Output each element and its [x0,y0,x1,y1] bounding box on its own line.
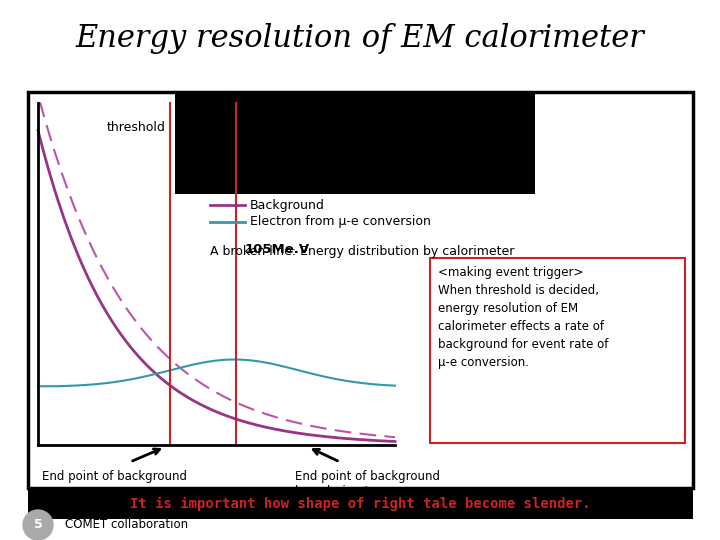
Text: End point of background: End point of background [42,470,187,483]
Text: <making event trigger>
When threshold is decided,
energy resolution of EM
calori: <making event trigger> When threshold is… [438,266,608,369]
Text: Background: Background [250,199,325,212]
Text: Electron from μ-e conversion: Electron from μ-e conversion [250,215,431,228]
Bar [28,489,693,519]
Text: It is important how shape of right tale become slender.: It is important how shape of right tale … [130,497,590,511]
Text: 105Me.V: 105Me.V [244,243,310,256]
Text: A broken line: Energy distribution by calorimeter: A broken line: Energy distribution by ca… [210,245,514,258]
Text: COMET collaboration: COMET collaboration [65,518,188,531]
Text: End point of background
by calorimeter: End point of background by calorimeter [295,470,440,498]
Text: threshold: threshold [107,121,165,134]
Bar [28,92,693,488]
Text: Energy resolution of EM calorimeter: Energy resolution of EM calorimeter [76,23,644,53]
Circle shape [23,510,53,540]
Bar [430,258,685,443]
Bar [175,92,535,194]
Text: 5: 5 [34,518,42,531]
